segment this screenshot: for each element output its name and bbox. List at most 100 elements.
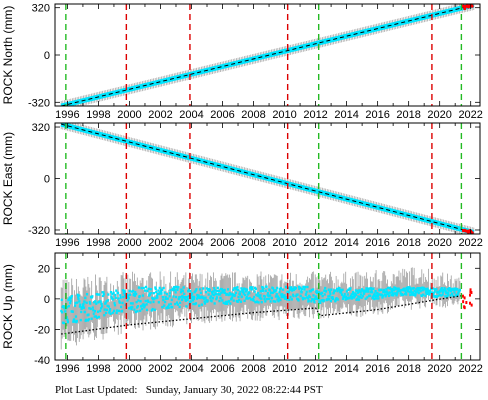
data-point: [421, 286, 424, 289]
data-point: [166, 297, 169, 300]
data-point: [327, 288, 330, 291]
data-point: [135, 292, 138, 296]
x-tick-label: 2022: [458, 363, 482, 375]
data-point: [288, 286, 291, 289]
data-point: [317, 291, 321, 294]
data-point: [135, 300, 138, 304]
data-point: [390, 293, 393, 297]
data-point: [99, 309, 102, 313]
data-point: [338, 288, 341, 292]
data-point: [90, 317, 93, 320]
data-point: [359, 295, 362, 299]
data-point: [146, 289, 149, 293]
data-point: [182, 286, 185, 289]
x-tick-label: 2000: [117, 237, 141, 249]
data-point: [67, 304, 70, 308]
data-point: [101, 294, 105, 298]
data-point: [441, 289, 444, 292]
data-point: [216, 289, 219, 293]
data-point: [226, 302, 229, 305]
data-point: [414, 293, 417, 296]
data-point: [303, 288, 306, 291]
data-point: [88, 300, 91, 304]
data-point: [328, 298, 331, 301]
data-point: [120, 309, 124, 313]
data-point: [243, 299, 246, 303]
data-point: [192, 297, 195, 300]
data-point: [213, 302, 216, 305]
data-point: [160, 288, 164, 291]
data-point: [435, 295, 438, 299]
data-point: [179, 290, 183, 294]
data-point: [100, 305, 104, 308]
data-point: [114, 293, 117, 297]
data-point: [347, 288, 350, 292]
data-point: [351, 291, 355, 294]
data-point: [427, 291, 430, 294]
data-point: [329, 299, 333, 303]
data-point: [189, 289, 192, 293]
x-tick-label: 2020: [427, 363, 451, 375]
data-point: [187, 289, 190, 293]
x-tick-label: 2002: [148, 363, 172, 375]
data-point: [314, 297, 317, 300]
data-point: [406, 288, 409, 291]
data-point: [208, 288, 211, 292]
data-point: [296, 293, 299, 296]
data-point: [80, 310, 83, 314]
data-point: [150, 291, 153, 295]
x-tick-label: 2020: [427, 109, 451, 121]
data-point: [395, 294, 398, 297]
data-point: [457, 292, 460, 295]
data-point: [295, 294, 298, 298]
data-point: [151, 307, 154, 311]
x-tick-label: 2008: [241, 109, 265, 121]
data-point: [292, 294, 295, 298]
data-point: [143, 306, 146, 309]
data-point: [326, 298, 329, 301]
data-point: [108, 311, 111, 314]
data-point: [437, 291, 441, 294]
data-point: [332, 291, 336, 294]
data-point: [138, 294, 141, 298]
data-point: [344, 295, 348, 299]
x-tick-label: 1996: [55, 109, 79, 121]
data-point: [74, 315, 78, 318]
data-point: [77, 294, 81, 297]
data-point: [76, 293, 79, 297]
data-point: [242, 292, 245, 295]
x-tick-label: 2014: [334, 237, 358, 249]
data-point: [385, 288, 388, 291]
data-point: [371, 295, 375, 298]
data-point: [143, 304, 146, 307]
data-point: [310, 300, 313, 303]
recent-point: [469, 293, 472, 297]
y-tick-label: -40: [34, 355, 50, 367]
data-point: [444, 295, 447, 298]
data-point: [106, 304, 109, 308]
data-point: [382, 290, 385, 293]
x-tick-label: 2008: [241, 237, 265, 249]
x-tick-label: 2022: [458, 109, 482, 121]
data-point: [350, 293, 353, 296]
data-point: [183, 295, 187, 299]
data-point: [175, 285, 178, 289]
data-point: [300, 288, 304, 291]
data-point: [269, 300, 272, 303]
data-point: [363, 292, 366, 295]
x-tick-label: 2010: [272, 237, 296, 249]
data-point: [132, 292, 136, 296]
data-point: [128, 289, 131, 293]
data-point: [428, 293, 431, 296]
data-point: [447, 289, 450, 292]
data-point: [264, 300, 267, 303]
data-point: [150, 309, 153, 312]
data-point: [275, 289, 278, 292]
data-point: [164, 297, 168, 300]
data-point: [237, 288, 240, 292]
x-tick-label: 2008: [241, 363, 265, 375]
data-point: [432, 293, 435, 297]
data-point: [102, 291, 105, 294]
data-point: [252, 297, 255, 301]
data-point: [171, 287, 174, 291]
